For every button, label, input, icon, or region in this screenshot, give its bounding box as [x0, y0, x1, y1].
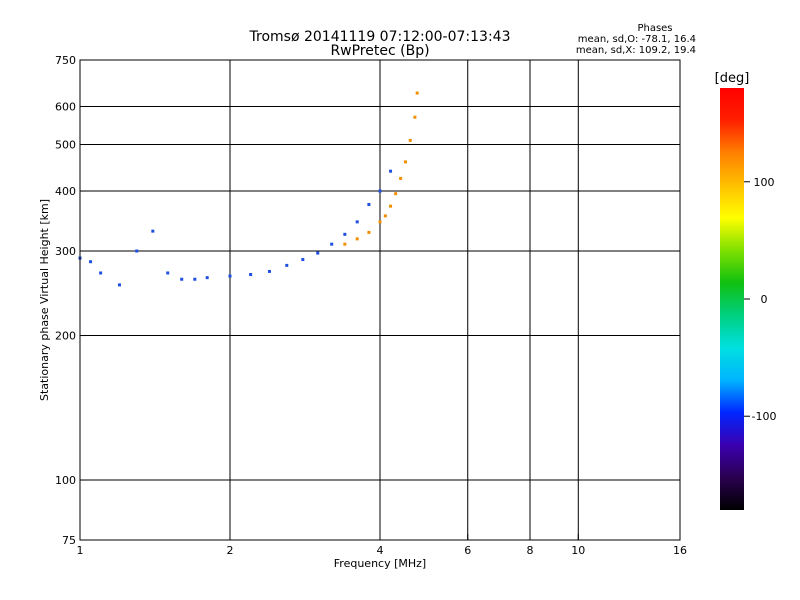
x-tick-label: 4	[377, 544, 384, 557]
y-tick-label: 300	[55, 245, 76, 258]
data-point-o	[180, 277, 184, 281]
data-point-x	[408, 138, 412, 142]
data-point-x	[367, 230, 371, 234]
colorbar-tick-label: 100	[754, 176, 775, 189]
data-points	[78, 91, 419, 287]
data-point-o	[378, 189, 382, 193]
colorbar-tick-label: -100	[752, 410, 777, 423]
y-tick-label: 400	[55, 185, 76, 198]
chart-title: Tromsø 20141119 07:12:00-07:13:43	[249, 29, 511, 45]
data-point-x	[399, 176, 403, 180]
data-point-o	[166, 271, 170, 275]
data-point-x	[403, 160, 407, 164]
data-point-o	[285, 263, 289, 267]
x-tick-label: 1	[77, 544, 84, 557]
y-tick-label: 500	[55, 139, 76, 152]
y-tick-label: 75	[62, 534, 76, 547]
data-point-x	[343, 242, 347, 246]
chart-subtitle: RwPretec (Bp)	[330, 43, 429, 59]
x-tick-label: 16	[673, 544, 687, 557]
colorbar-tick-label: 0	[761, 293, 768, 306]
data-point-x	[415, 91, 419, 95]
data-point-o	[343, 232, 347, 236]
x-tick-label: 8	[527, 544, 534, 557]
y-axis-label: Stationary phase Virtual Height [km]	[38, 199, 51, 401]
x-axis-label: Frequency [MHz]	[334, 557, 426, 570]
colorbar-label: [deg]	[715, 71, 750, 86]
data-point-x	[355, 237, 359, 241]
phase-stats-x: mean, sd,X: 109.2, 19.4	[576, 45, 696, 56]
data-point-o	[316, 251, 320, 255]
x-tick-label: 6	[464, 544, 471, 557]
data-point-x	[389, 204, 393, 208]
data-point-o	[355, 220, 359, 224]
data-point-o	[117, 283, 121, 287]
data-point-o	[205, 276, 209, 280]
data-point-o	[135, 249, 139, 253]
y-tick-label: 600	[55, 101, 76, 114]
data-point-x	[378, 220, 382, 224]
y-tick-label: 200	[55, 330, 76, 343]
data-point-o	[99, 271, 103, 275]
y-tick-label: 750	[55, 54, 76, 67]
phase-stats-header: Phases	[637, 23, 672, 34]
y-tick-labels: 75 100 200 300 400 500 600 750	[55, 54, 86, 547]
data-point-x	[394, 192, 398, 196]
data-point-o	[301, 258, 305, 262]
grid-lines	[80, 60, 680, 540]
data-point-o	[89, 260, 93, 264]
data-point-o	[367, 202, 371, 206]
y-tick-label: 100	[55, 474, 76, 487]
x-tick-label: 10	[571, 544, 585, 557]
data-point-o	[151, 229, 155, 233]
colorbar-ticks: 100 0 -100	[744, 176, 776, 423]
x-tick-labels: 1 2 4 6 8 10 16	[77, 534, 687, 557]
x-tick-label: 2	[227, 544, 234, 557]
colorbar	[720, 88, 744, 510]
data-point-o	[249, 273, 253, 277]
data-point-o	[330, 242, 334, 246]
data-point-o	[389, 169, 393, 173]
data-point-o	[267, 269, 271, 273]
phase-stats-o: mean, sd,O: -78.1, 16.4	[578, 34, 696, 45]
data-point-x	[383, 214, 387, 218]
data-point-o	[193, 277, 197, 281]
data-point-x	[413, 115, 417, 119]
data-point-o	[228, 274, 232, 278]
